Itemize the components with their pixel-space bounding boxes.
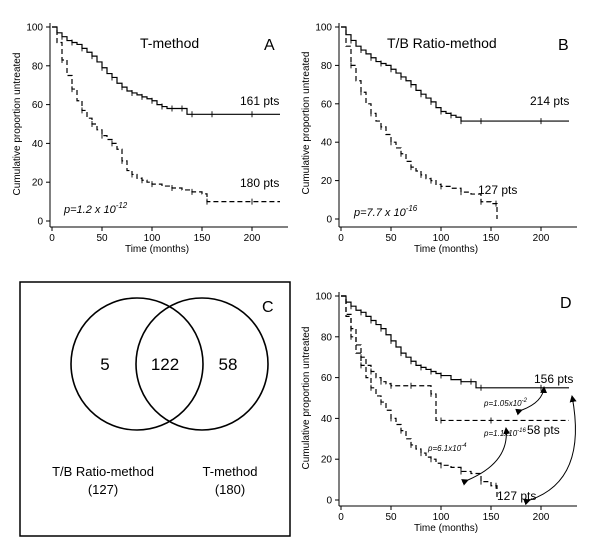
- y-tick-label: 80: [321, 61, 333, 72]
- y-tick-label: 20: [321, 455, 333, 466]
- km-curve-180-pts: [52, 26, 280, 203]
- pvalue-156-vs-58: p=1.05x10-2: [483, 398, 528, 408]
- series-label: 127 pts: [478, 183, 517, 197]
- y-tick-label: 20: [321, 176, 333, 187]
- panel-a-letter: A: [264, 37, 275, 54]
- panel-b-title: T/B Ratio-method: [387, 35, 497, 51]
- venn-total-tb-ratio: (127): [88, 482, 118, 497]
- km-curve-161-pts: [52, 26, 280, 115]
- y-tick-label: 80: [32, 61, 44, 72]
- x-axis-label: Time (months): [125, 244, 189, 255]
- venn-label-tb-ratio: T/B Ratio-method: [52, 464, 154, 479]
- y-tick-label: 40: [32, 139, 44, 150]
- venn-circle-tb-ratio: [70, 297, 204, 431]
- x-tick-label: 0: [338, 233, 344, 244]
- km-curve-127-pts: [341, 295, 498, 500]
- venn-total-t-method: (180): [215, 482, 245, 497]
- venn-circle-t-method: [135, 297, 269, 431]
- panel-c-letter: C: [262, 299, 274, 316]
- y-axis-label: Cumulative proportion untreated: [301, 52, 312, 195]
- series-label: 214 pts: [530, 94, 569, 108]
- x-tick-label: 150: [483, 512, 500, 523]
- y-tick-label: 100: [26, 23, 43, 34]
- x-tick-label: 50: [385, 233, 397, 244]
- y-tick-label: 40: [321, 138, 333, 149]
- y-tick-label: 40: [321, 414, 333, 425]
- x-tick-label: 50: [385, 512, 397, 523]
- panel-c-venn: 5 122 58 T/B Ratio-method (127) T-method…: [19, 281, 291, 537]
- arrow-58-vs-127: [461, 427, 511, 486]
- pvalue-58-vs-127: p=6.1x10-4: [427, 443, 467, 453]
- y-axis-label: Cumulative proportion untreated: [301, 327, 312, 470]
- y-tick-label: 20: [32, 178, 44, 189]
- x-axis-label: Time (months): [414, 244, 478, 255]
- panel-a-pvalue: p=1.2 x 10-12: [63, 201, 128, 216]
- panel-b-survival-chart: 0 20 40 60 80 100 0 50 100 150 200 Time (months) Cum…: [301, 23, 577, 255]
- x-axis-label: Time (months): [414, 523, 478, 534]
- venn-intersection: 122: [151, 355, 179, 374]
- panel-d-comparisons: p=1.05x10-2 p=6.1x10-4 p=1.1x10-16: [427, 386, 577, 506]
- x-tick-label: 150: [483, 233, 500, 244]
- series-label: 180 pts: [240, 176, 279, 190]
- y-tick-label: 60: [321, 99, 333, 110]
- km-curve-58-pts: [341, 295, 569, 422]
- x-tick-label: 200: [244, 233, 261, 244]
- x-tick-label: 150: [194, 233, 211, 244]
- y-tick-label: 80: [321, 332, 333, 343]
- km-curve-214-pts: [341, 26, 569, 122]
- y-tick-label: 100: [315, 292, 332, 303]
- km-curve-127-pts: [341, 26, 498, 219]
- arrow-156-vs-127: [523, 395, 577, 506]
- series-label: 58 pts: [527, 423, 560, 437]
- x-tick-label: 0: [49, 233, 55, 244]
- x-tick-label: 200: [533, 233, 550, 244]
- series-label: 127 pts: [497, 489, 536, 503]
- series-label: 156 pts: [534, 372, 573, 386]
- x-tick-label: 50: [96, 233, 108, 244]
- x-tick-label: 100: [433, 233, 450, 244]
- panel-d-letter: D: [560, 295, 572, 312]
- series-label: 161 pts: [240, 94, 279, 108]
- pvalue-156-vs-127: p=1.1x10-16: [483, 428, 526, 438]
- panel-b-letter: B: [558, 37, 569, 54]
- x-tick-label: 0: [338, 512, 344, 523]
- y-tick-label: 0: [326, 496, 332, 507]
- y-tick-label: 60: [32, 100, 44, 111]
- panel-a-survival-chart: 0 20 40 60 80 100 0 50 100 150 200 Time (months) Cum…: [12, 23, 288, 255]
- panel-a-title: T-method: [140, 35, 199, 51]
- y-axis-label: Cumulative proportion untreated: [12, 53, 23, 196]
- y-tick-label: 60: [321, 373, 333, 384]
- y-tick-label: 100: [315, 23, 332, 34]
- x-tick-label: 200: [533, 512, 550, 523]
- venn-frame: [19, 281, 291, 537]
- venn-only-t-method: 58: [219, 355, 238, 374]
- venn-only-tb-ratio: 5: [100, 355, 109, 374]
- x-tick-label: 100: [144, 233, 161, 244]
- venn-label-t-method: T-method: [203, 464, 258, 479]
- x-tick-label: 100: [433, 512, 450, 523]
- y-tick-label: 0: [37, 217, 43, 228]
- panel-b-pvalue: p=7.7 x 10-16: [353, 204, 418, 219]
- y-tick-label: 0: [326, 215, 332, 226]
